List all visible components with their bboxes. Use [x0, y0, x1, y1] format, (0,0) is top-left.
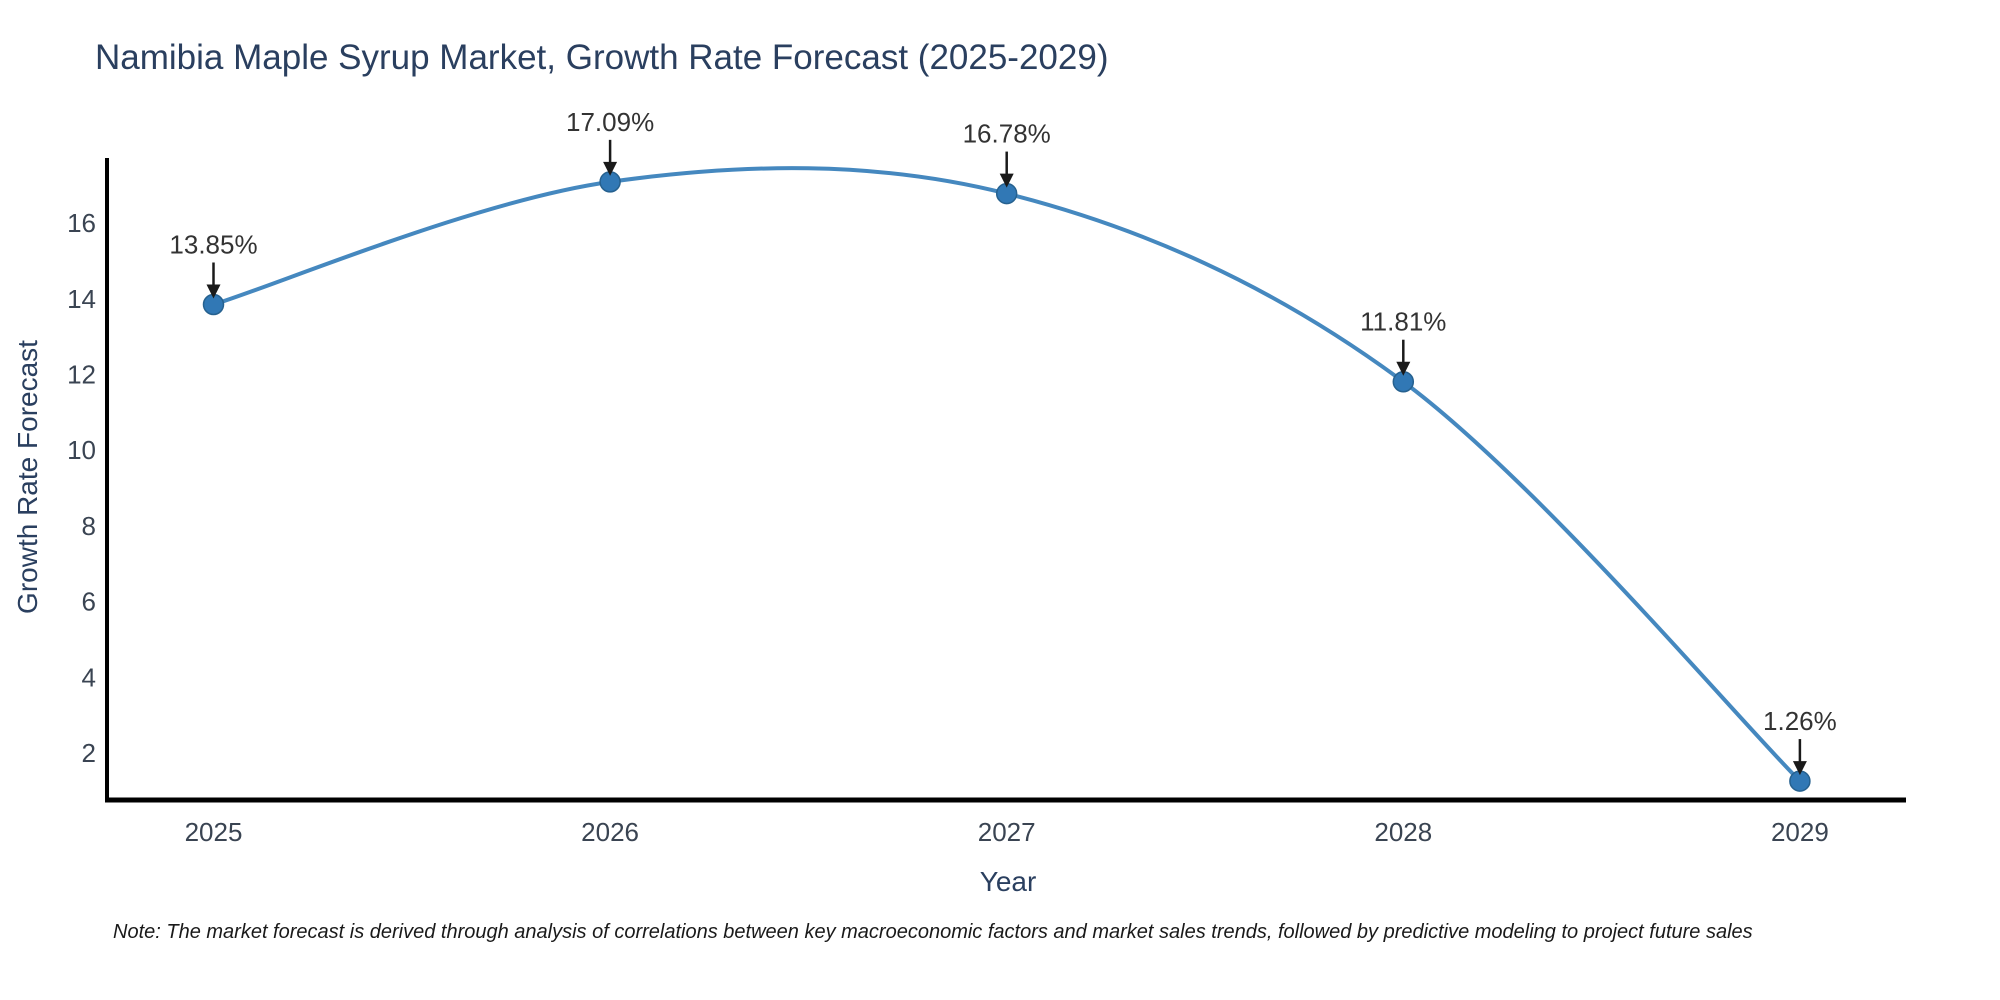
y-tick-label: 8: [82, 511, 96, 541]
annotation-arrowhead: [1792, 761, 1807, 776]
annotation-label: 1.26%: [1763, 706, 1837, 736]
y-tick-label: 14: [67, 284, 96, 314]
series-line: [211, 166, 1802, 784]
y-tick-label: 6: [82, 587, 96, 617]
y-tick-label: 12: [67, 360, 96, 390]
chart-title: Namibia Maple Syrup Market, Growth Rate …: [95, 38, 1109, 77]
x-tick-label: 2028: [1374, 817, 1432, 847]
annotation-label: 16.78%: [963, 119, 1051, 149]
y-tick-label: 2: [82, 738, 96, 768]
x-tick-label: 2027: [978, 817, 1036, 847]
x-tick-label: 2029: [1771, 817, 1829, 847]
footnote: Note: The market forecast is derived thr…: [113, 921, 1753, 943]
y-tick-label: 16: [67, 208, 96, 238]
annotation-label: 11.81%: [1360, 307, 1446, 337]
annotation-label: 17.09%: [566, 107, 654, 137]
x-tick-label: 2026: [581, 817, 639, 847]
x-tick-label: 2025: [185, 817, 243, 847]
annotation-arrowhead: [999, 173, 1014, 188]
x-axis-title: Year: [979, 866, 1037, 897]
y-tick-label: 4: [82, 662, 96, 692]
annotation-label: 13.85%: [169, 229, 257, 259]
annotation-arrowhead: [603, 161, 618, 176]
annotation-arrowhead: [1396, 361, 1411, 376]
annotation-arrowhead: [206, 284, 221, 299]
y-tick-label: 10: [67, 435, 96, 465]
